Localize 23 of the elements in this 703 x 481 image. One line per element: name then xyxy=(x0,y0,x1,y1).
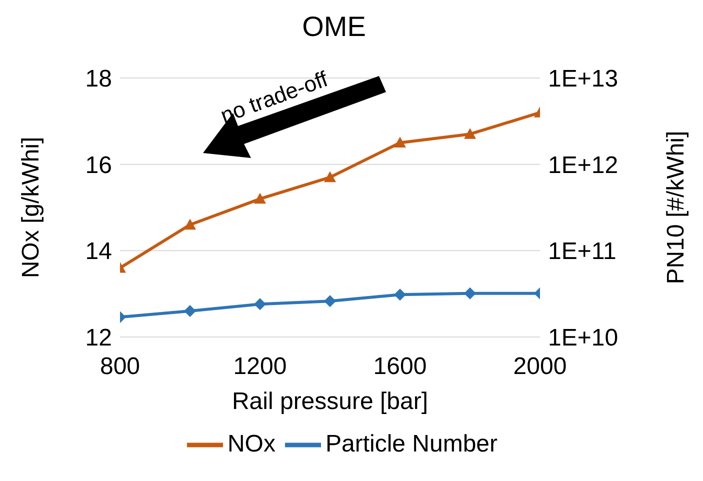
point xyxy=(464,128,476,139)
legend-label: Particle Number xyxy=(325,430,498,458)
y-tick-label: 16 xyxy=(85,152,112,179)
y2-tick-label: 1E+13 xyxy=(548,66,618,93)
y2-axis-title: PN10 [#/kWhi] xyxy=(662,130,690,284)
x-tick-label: 2000 xyxy=(513,353,567,380)
x-axis-title: Rail pressure [bar] xyxy=(232,388,428,415)
x-tick-label: 1600 xyxy=(373,353,427,380)
y-tick-label: 12 xyxy=(85,324,112,352)
x-tick-label: 800 xyxy=(100,353,140,380)
y-tick-label: 14 xyxy=(85,238,112,266)
point xyxy=(254,192,266,204)
y-tick-label: 18 xyxy=(85,66,112,93)
y2-tick-label: 1E+11 xyxy=(548,238,616,266)
chart-title: OME xyxy=(301,10,367,44)
point xyxy=(184,218,196,230)
y2-tick-label: 1E+10 xyxy=(548,324,618,352)
point xyxy=(394,136,406,148)
legend-label: NOx xyxy=(227,430,276,458)
y2-tick-label: 1E+12 xyxy=(548,152,618,179)
point xyxy=(324,171,336,182)
y-axis-title: NOx [g/kWhi] xyxy=(18,136,45,278)
x-tick-label: 1200 xyxy=(233,353,287,380)
